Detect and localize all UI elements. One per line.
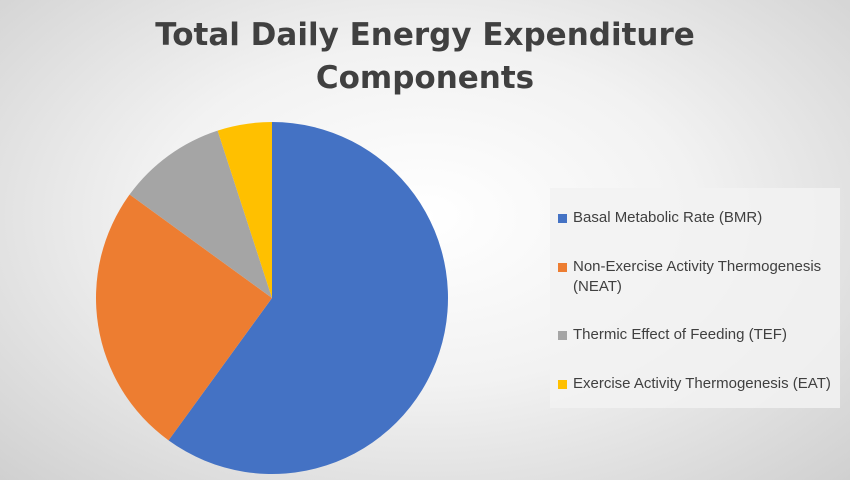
legend-label: Thermic Effect of Feeding (TEF) (573, 326, 787, 344)
pie-slice (217, 122, 272, 298)
pie-slice (95, 194, 272, 441)
legend-label: Non-Exercise Activity Thermogenesis (NEA… (573, 257, 822, 295)
legend-swatch (558, 214, 567, 224)
legend-label: Exercise Activity Thermogenesis (EAT) (573, 374, 831, 392)
pie-slice (129, 130, 272, 298)
chart-title: Total Daily Energy Expenditure Component… (155, 17, 695, 96)
legend-item: Non-Exercise Activity Thermogenesis (NEA… (558, 257, 836, 297)
legend-swatch (558, 331, 567, 341)
legend-swatch (558, 262, 567, 272)
legend-item: Exercise Activity Thermogenesis (EAT) (558, 374, 836, 394)
legend-label: Basal Metabolic Rate (BMR) (573, 209, 763, 227)
legend: Basal Metabolic Rate (BMR) Non-Exercise A… (550, 188, 840, 408)
legend-item: Thermic Effect of Feeding (TEF) (558, 325, 836, 345)
pie-slice (168, 122, 448, 475)
legend-item: Basal Metabolic Rate (BMR) (558, 208, 836, 228)
legend-swatch (558, 379, 567, 389)
